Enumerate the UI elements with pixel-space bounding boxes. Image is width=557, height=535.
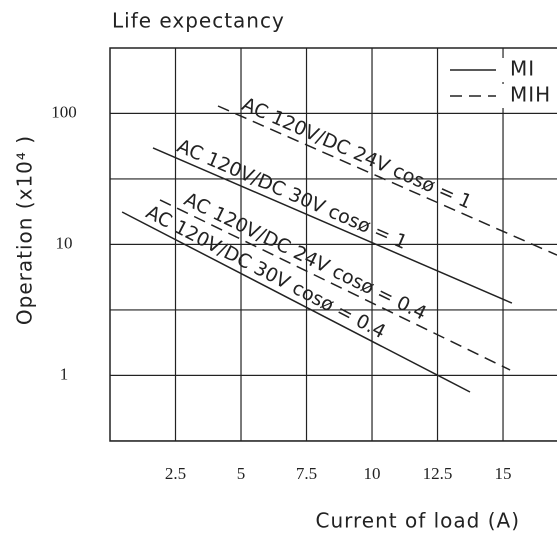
chart-title: Life expectancy [112,9,285,33]
y-tick-label: 1 [60,364,69,383]
x-tick-label: 7.5 [296,464,317,483]
series-line [217,105,557,256]
series-line [121,211,471,393]
x-axis-label: Current of load (A) [316,509,521,533]
legend-label: MI [510,57,535,81]
y-axis-label: Operation (x10⁴ ) [13,135,37,325]
series-line [152,147,513,304]
legend-bg [446,84,557,108]
x-tick-label: 5 [237,464,246,483]
x-tick-label: 15 [495,464,512,483]
legend-label: MIH [510,83,551,107]
y-tick-label: 100 [51,102,77,121]
x-tick-label: 10 [364,464,381,483]
series-line [159,199,511,371]
x-tick-label: 12.5 [423,464,453,483]
y-tick-label: 10 [56,233,73,252]
x-tick-label: 2.5 [165,464,186,483]
